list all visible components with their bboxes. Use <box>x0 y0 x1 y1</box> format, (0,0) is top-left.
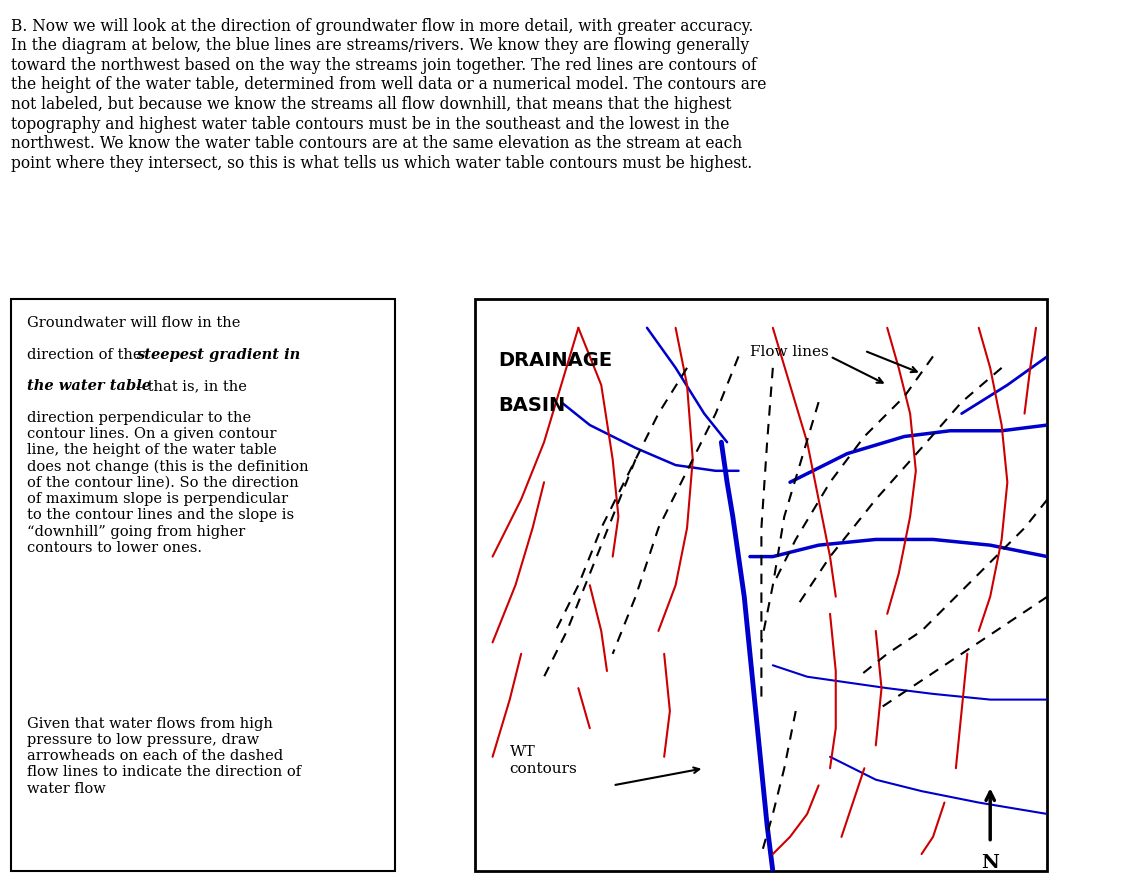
Text: Flow lines: Flow lines <box>750 345 829 359</box>
Text: N: N <box>981 854 999 872</box>
FancyBboxPatch shape <box>475 299 1048 871</box>
Text: direction of the: direction of the <box>27 348 146 362</box>
Text: B. Now we will look at the direction of groundwater flow in more detail, with gr: B. Now we will look at the direction of … <box>11 18 767 172</box>
Text: DRAINAGE: DRAINAGE <box>499 350 613 370</box>
FancyBboxPatch shape <box>11 299 395 871</box>
Text: – that is, in the: – that is, in the <box>131 379 247 393</box>
Text: WT
contours: WT contours <box>510 745 578 775</box>
Text: Groundwater will flow in the: Groundwater will flow in the <box>27 316 240 330</box>
Text: the water table: the water table <box>27 379 151 393</box>
Text: steepest gradient in: steepest gradient in <box>135 348 300 362</box>
Text: Given that water flows from high
pressure to low pressure, draw
arrowheads on ea: Given that water flows from high pressur… <box>27 716 301 796</box>
Text: BASIN: BASIN <box>499 396 565 415</box>
Text: direction perpendicular to the
contour lines. On a given contour
line, the heigh: direction perpendicular to the contour l… <box>27 411 308 554</box>
